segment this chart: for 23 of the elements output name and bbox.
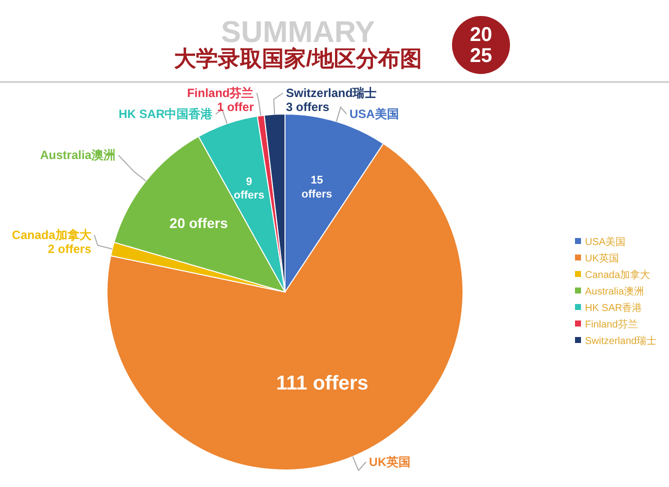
data-label: 3 offers (286, 100, 330, 114)
legend-label: Switzerland瑞士 (585, 335, 657, 347)
data-label: 9 offers (234, 176, 264, 202)
slice-label: Finland芬兰 (187, 86, 254, 100)
slice-label: Canada加拿大 (12, 228, 92, 242)
data-label: 111 offers (276, 372, 368, 395)
slice-label: UK英国 (369, 455, 410, 469)
slice-label: Australia澳洲 (40, 148, 116, 162)
legend-label: Australia澳洲 (585, 286, 644, 298)
data-label: 1 offer (217, 100, 254, 114)
legend-label: USA美国 (585, 236, 626, 248)
legend-label: Canada加拿大 (585, 269, 650, 281)
slice-label: USA美国 (349, 107, 399, 121)
legend-label: HK SAR香港 (585, 302, 642, 314)
chart-title: 大学录取国家/地区分布图 (174, 46, 422, 71)
text: 20 25 (470, 24, 492, 67)
legend-label: Finland芬兰 (585, 318, 638, 330)
data-label: 15 offers (302, 174, 332, 200)
legend-label: UK英国 (585, 252, 619, 264)
data-label: 20 offers (170, 215, 228, 232)
slice-label: Switzerland瑞士 (286, 86, 377, 100)
data-label: 2 offers (48, 242, 92, 256)
text: HK SAR中国香港 (118, 107, 213, 121)
